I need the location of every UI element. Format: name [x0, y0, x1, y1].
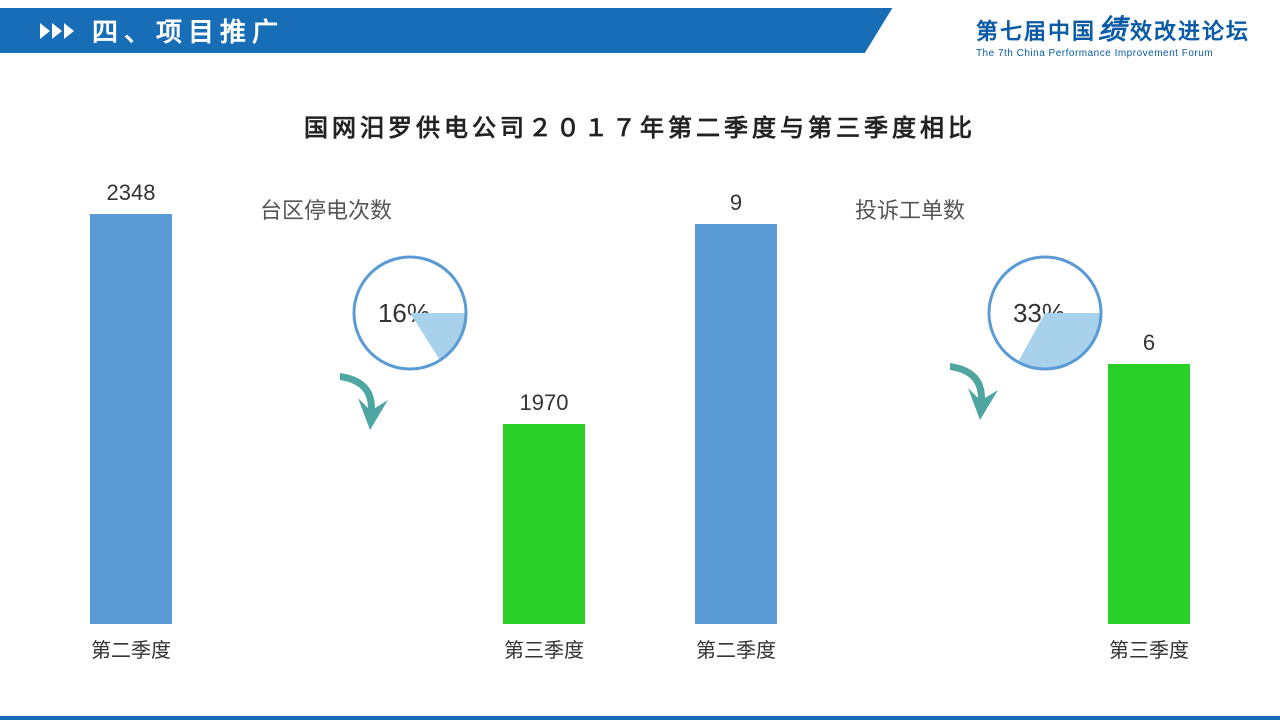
forum-main-suffix: 效改进论坛	[1130, 14, 1250, 46]
bar-value: 9	[730, 190, 742, 216]
bar-value: 6	[1143, 330, 1155, 356]
footer-stripe	[0, 716, 1280, 720]
header-bar: 四、项目推广	[0, 8, 920, 53]
forum-main-accent: 绩	[1098, 8, 1128, 48]
section-title: 四、项目推广	[92, 12, 284, 49]
charts-area: 台区停电次数 2348 第二季度 1970 第三季度 16% 投诉工单数 9 第二季度 6 第三季…	[0, 143, 1280, 703]
chart-title: 国网汨罗供电公司２０１７年第二季度与第三季度相比	[0, 108, 1280, 143]
group-title: 投诉工单数	[855, 193, 965, 225]
pie-indicator: 33%	[985, 253, 1105, 373]
bar-wrap: 9 第二季度	[695, 190, 777, 663]
chart-group-complaints: 投诉工单数 9 第二季度 6 第三季度 33%	[695, 183, 1190, 703]
bars-row: 9第二季度6第三季度	[695, 223, 1190, 663]
chart-group-outages: 台区停电次数 2348 第二季度 1970 第三季度 16%	[90, 183, 585, 703]
group-title: 台区停电次数	[260, 193, 392, 225]
bar	[503, 424, 585, 624]
forum-logo: 第七届中国 绩 效改进论坛 The 7th China Performance …	[976, 8, 1250, 59]
bar-label: 第二季度	[91, 634, 171, 663]
pie-indicator: 16%	[350, 253, 470, 373]
chevron-icon	[40, 23, 74, 39]
bar-wrap: 2348 第二季度	[90, 180, 172, 663]
down-arrow-icon	[940, 358, 1010, 428]
header: 四、项目推广 第七届中国 绩 效改进论坛 The 7th China Perfo…	[0, 0, 1280, 60]
bar-label: 第三季度	[1109, 634, 1189, 663]
bar-value: 1970	[520, 390, 569, 416]
down-arrow-icon	[330, 368, 400, 438]
forum-sub: The 7th China Performance Improvement Fo…	[976, 48, 1250, 59]
bar	[1108, 364, 1190, 624]
bar-wrap: 6 第三季度	[1108, 330, 1190, 663]
bar-value: 2348	[107, 180, 156, 206]
bar	[90, 214, 172, 624]
forum-main-prefix: 第七届中国	[976, 14, 1096, 46]
pie-slice	[410, 313, 466, 360]
bar-label: 第三季度	[504, 634, 584, 663]
bar-wrap: 1970 第三季度	[503, 390, 585, 663]
bar	[695, 224, 777, 624]
bar-label: 第二季度	[696, 634, 776, 663]
bars-row: 2348第二季度1970第三季度	[90, 223, 585, 663]
